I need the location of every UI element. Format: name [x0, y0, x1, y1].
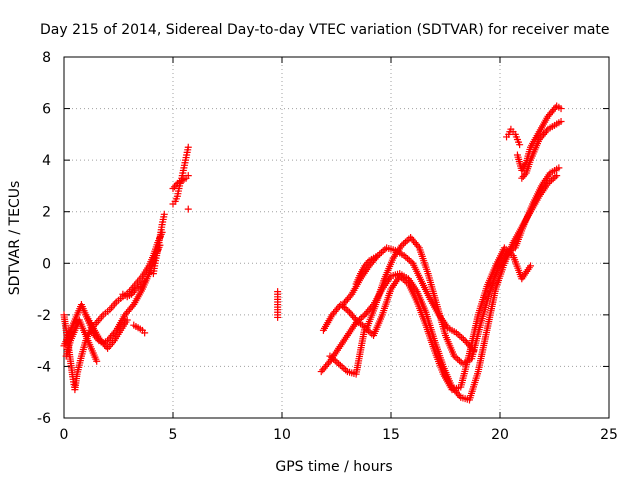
data-point [130, 287, 138, 295]
x-tick-label: 10 [273, 427, 291, 443]
data-point [403, 237, 411, 245]
data-point [172, 181, 180, 189]
data-point [139, 279, 147, 287]
y-tick-label: -6 [37, 411, 51, 427]
data-point [456, 332, 464, 340]
y-tick-label: 6 [42, 102, 51, 118]
data-point [377, 248, 385, 256]
data-point [346, 292, 354, 300]
data-point [470, 347, 478, 355]
grid [64, 57, 609, 418]
data-point [381, 245, 389, 253]
data-point [414, 242, 422, 250]
data-point [404, 255, 412, 263]
data-points [60, 102, 565, 404]
data-point [359, 312, 367, 320]
data-point [527, 262, 535, 270]
data-point [364, 327, 372, 335]
x-tick-label: 20 [491, 427, 509, 443]
data-point [342, 305, 350, 313]
data-point [557, 105, 565, 113]
data-point [516, 141, 524, 149]
data-point [455, 392, 463, 400]
axis-ticks: 0 5 10 15 20 25 -6 -4 -2 0 2 4 6 8 [37, 50, 618, 443]
data-point [454, 355, 462, 363]
plot-frame [63, 56, 610, 419]
data-point [141, 329, 149, 337]
data-point [274, 313, 282, 321]
y-tick-label: 0 [42, 256, 51, 272]
data-point [364, 258, 372, 266]
x-tick-label: 25 [600, 427, 618, 443]
data-point [458, 334, 466, 342]
data-point [557, 117, 565, 125]
y-tick-label: -2 [37, 308, 51, 324]
x-tick-label: 5 [169, 427, 178, 443]
data-point [543, 127, 551, 135]
data-point [455, 357, 463, 365]
chart-title: Day 215 of 2014, Sidereal Day-to-day VTE… [40, 22, 610, 38]
data-point [93, 357, 101, 365]
data-point [553, 172, 561, 180]
data-point [340, 364, 348, 372]
data-point [128, 302, 136, 310]
data-point [374, 252, 382, 260]
data-point [184, 172, 192, 180]
x-axis-label: GPS time / hours [275, 459, 392, 475]
x-tick-label: 15 [382, 427, 400, 443]
data-point [160, 210, 168, 218]
data-point [184, 205, 192, 213]
y-tick-label: 4 [42, 153, 51, 169]
y-tick-label: 2 [42, 205, 51, 221]
data-point [521, 171, 529, 179]
data-point [325, 359, 333, 367]
data-point [141, 277, 149, 285]
data-point [184, 143, 192, 151]
data-point [401, 238, 409, 246]
data-point [338, 363, 346, 371]
data-point [555, 164, 563, 172]
data-point [399, 275, 407, 283]
y-tick-label: 8 [42, 50, 51, 66]
data-point [123, 316, 131, 324]
data-point [405, 256, 413, 264]
x-tick-label: 0 [60, 427, 69, 443]
data-point [336, 361, 344, 369]
data-point [344, 307, 352, 315]
data-point [468, 345, 476, 353]
y-tick-label: -4 [37, 359, 51, 375]
data-point [459, 335, 467, 343]
data-point [353, 317, 361, 325]
y-axis-label: SDTVAR / TECUs [7, 181, 23, 296]
